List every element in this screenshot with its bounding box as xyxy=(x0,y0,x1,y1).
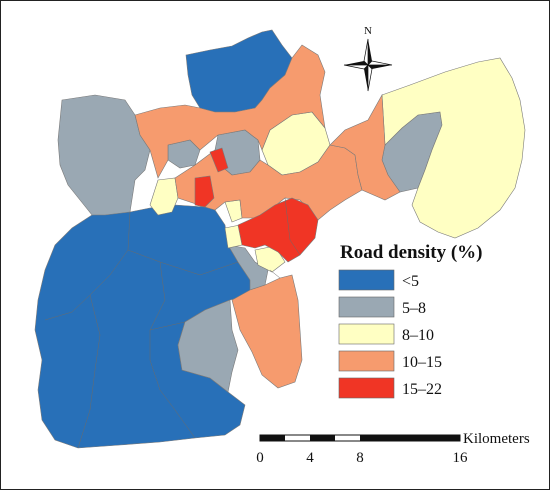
scale-tick-label: 0 xyxy=(256,450,264,466)
district-red-a xyxy=(237,197,319,263)
district-yellow-b xyxy=(224,199,243,223)
legend-swatch xyxy=(338,296,395,318)
district-east xyxy=(381,57,526,239)
north-arrow-e xyxy=(368,65,392,69)
district-red-b xyxy=(194,175,215,208)
map-districts xyxy=(34,29,526,449)
north-arrow-s-shade xyxy=(367,64,373,92)
district-south-central xyxy=(177,299,239,393)
scale-bar-segment xyxy=(260,435,285,441)
district-east-central xyxy=(329,93,401,201)
scale-unit: Kilometers xyxy=(463,431,530,447)
north-arrow: N xyxy=(343,25,393,92)
legend: Road density (%) <5 5–8 8–10 10–15 15–22 xyxy=(338,242,483,399)
scale-bar-segment xyxy=(310,435,335,441)
legend-label: 8–10 xyxy=(402,327,434,344)
legend-label: <5 xyxy=(402,273,419,290)
district-north-arc xyxy=(134,44,326,179)
legend-swatch xyxy=(338,269,395,291)
scale-tick-label: 8 xyxy=(356,450,364,466)
north-arrow-n-shade xyxy=(363,38,369,66)
map-inner-boundaries xyxy=(44,197,301,449)
north-arrow-e-shade xyxy=(367,60,393,66)
legend-item: 8–10 xyxy=(338,323,434,345)
north-arrow-w-shade xyxy=(343,64,369,70)
legend-item: <5 xyxy=(338,269,419,291)
scale-bar-segment xyxy=(360,435,460,441)
north-arrow-w xyxy=(344,61,368,65)
legend-swatch xyxy=(338,323,395,345)
legend-item: 10–15 xyxy=(338,350,442,372)
legend-title: Road density (%) xyxy=(340,242,483,263)
legend-label: 10–15 xyxy=(402,354,442,371)
legend-swatch xyxy=(338,377,395,399)
district-red-c xyxy=(209,147,229,173)
district-southeast xyxy=(231,274,303,389)
legend-item: 15–22 xyxy=(338,377,442,399)
district-west xyxy=(57,94,151,216)
scale-bar: Kilometers 0 4 8 16 xyxy=(256,431,530,466)
north-label: N xyxy=(364,25,372,37)
scale-tick-label: 16 xyxy=(453,450,469,466)
scale-tick-label: 4 xyxy=(306,450,314,466)
north-arrow-n xyxy=(368,39,372,65)
legend-label: 15–22 xyxy=(402,381,442,398)
north-arrow-s xyxy=(364,65,368,91)
legend-swatch xyxy=(338,350,395,372)
legend-item: 5–8 xyxy=(338,296,426,318)
legend-label: 5–8 xyxy=(402,300,426,317)
